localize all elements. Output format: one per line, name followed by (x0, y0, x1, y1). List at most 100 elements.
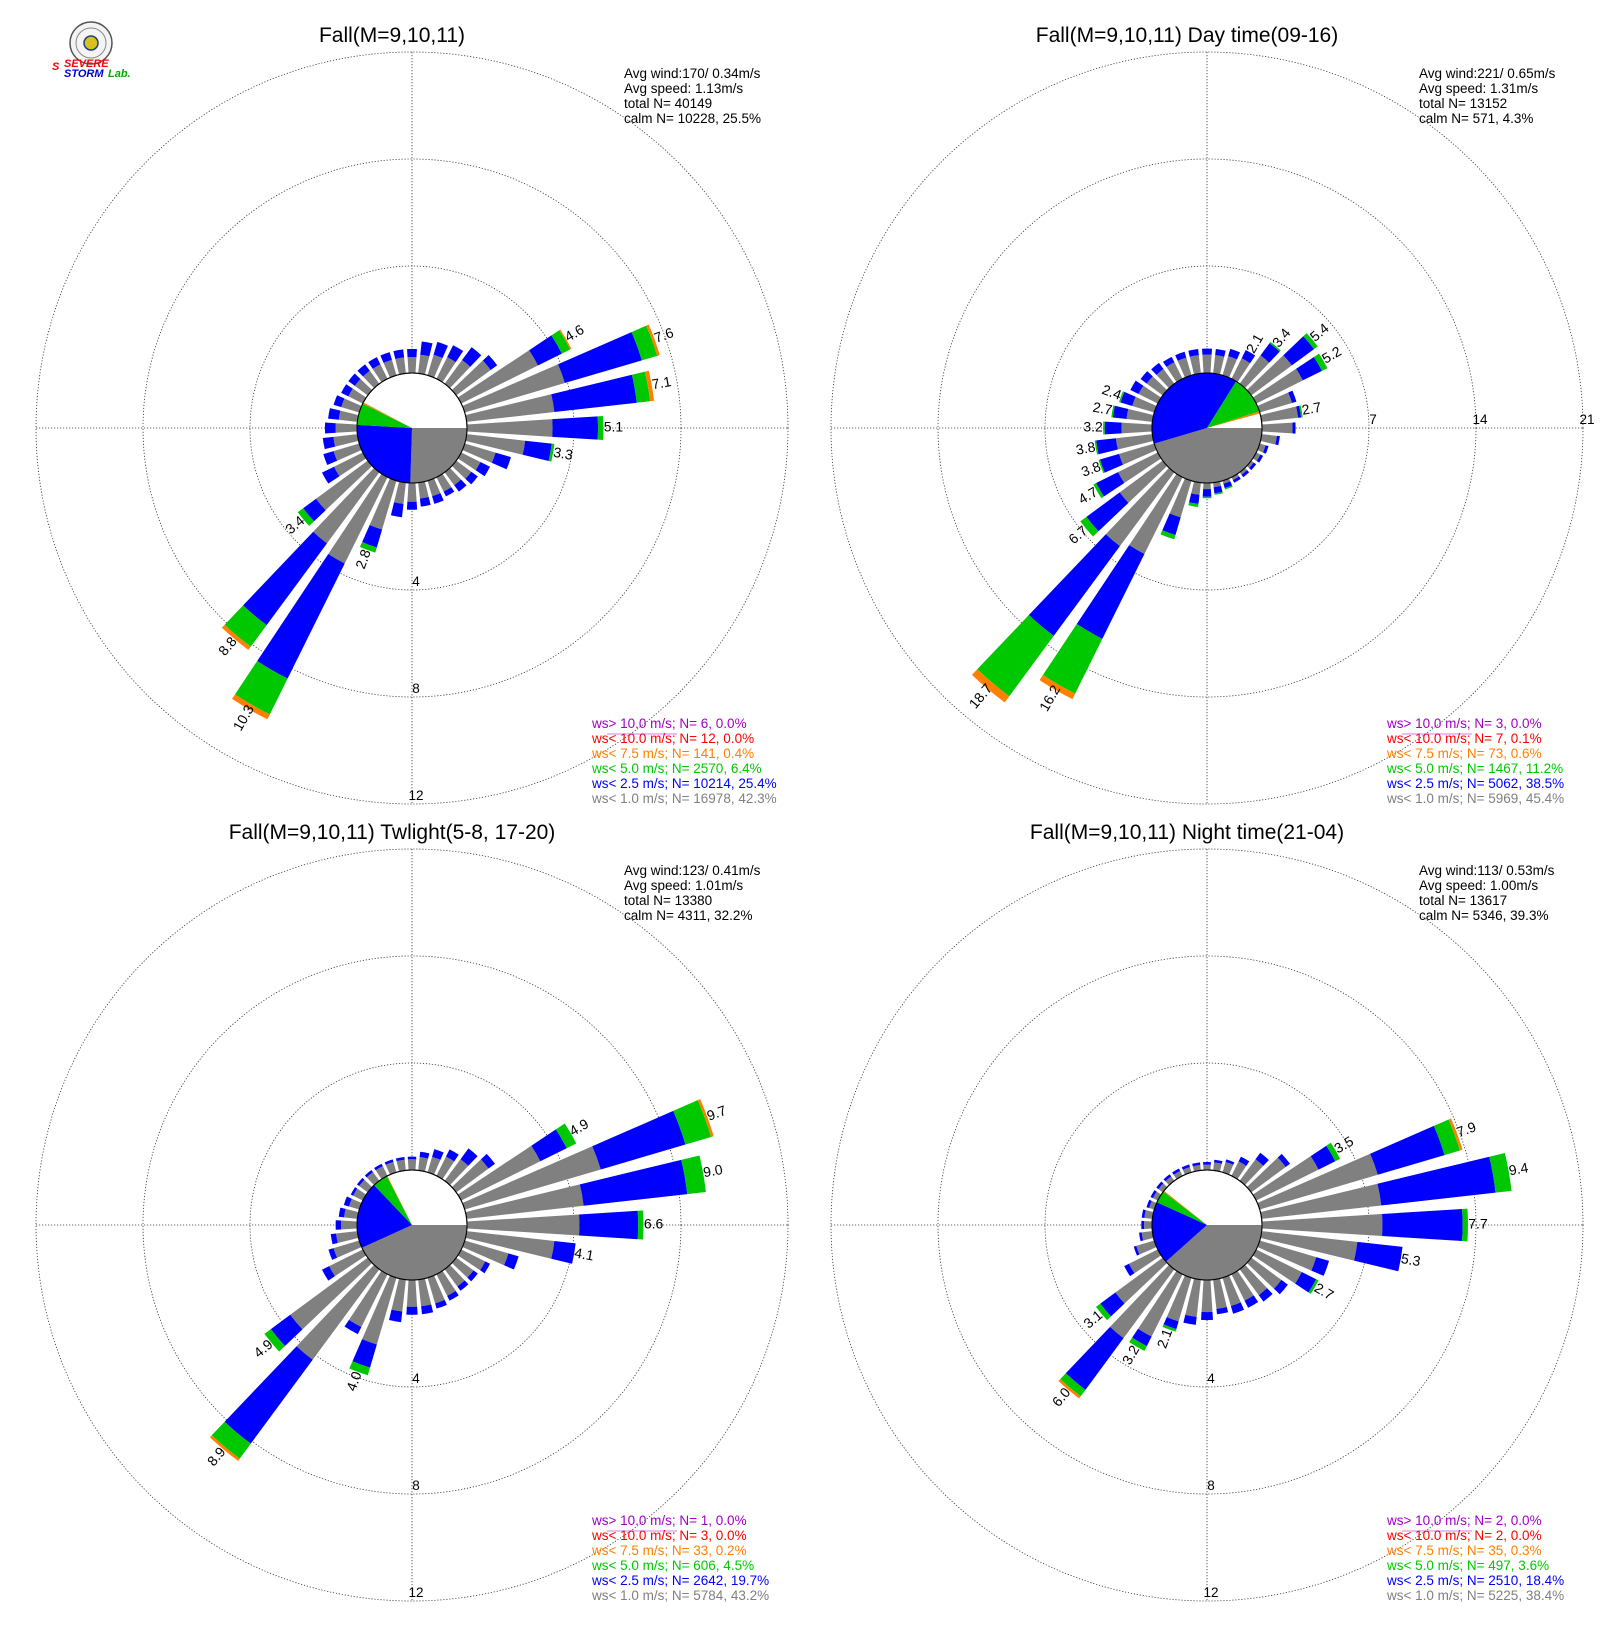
petal-segment (1166, 1275, 1192, 1322)
petal-segment (322, 466, 340, 484)
petal-segment (1246, 1157, 1286, 1193)
petal-segment (1222, 1275, 1241, 1306)
petal-segment (211, 1421, 251, 1459)
petal-segment (1080, 516, 1099, 537)
grid-ring (35, 51, 789, 805)
petal-segment (357, 364, 370, 377)
petal-segment (1231, 358, 1251, 383)
legend-entry: ws< 5.0 m/s; N= 1467, 11.2% (1386, 761, 1563, 776)
petal-segment (243, 531, 327, 626)
legend-entry: ws< 2.5 m/s; N= 10214, 25.4% (591, 776, 777, 791)
petal-segment (436, 357, 456, 383)
petal-segment (1192, 1165, 1201, 1172)
petal-segment (447, 345, 464, 363)
petal-segment (1241, 349, 1256, 364)
petal-segment (427, 1156, 441, 1175)
legend-entry: ws> 10.0 m/s; N= 3, 0.0% (1386, 716, 1542, 731)
calm-pie-slice (386, 1175, 412, 1225)
petal-segment (1292, 422, 1296, 434)
petal-label: 2.4 (1100, 381, 1124, 403)
petal-segment (407, 482, 417, 502)
legend-entry: ws< 1.0 m/s; N= 5969, 45.4% (1386, 791, 1564, 806)
petal-segment (1222, 356, 1237, 378)
grid-ring (937, 955, 1477, 1495)
petal-segment (407, 1156, 417, 1160)
petal-segment (637, 1210, 644, 1240)
petal-segment (348, 373, 361, 386)
petal-segment (451, 460, 472, 479)
petal-segment (385, 1161, 397, 1175)
petal-segment (333, 1240, 362, 1258)
petal-segment (1244, 1295, 1259, 1308)
petal-segment (1118, 452, 1162, 483)
petal-segment (335, 423, 358, 433)
petal-segment (467, 1270, 478, 1282)
petal-segment (1111, 405, 1115, 418)
petal-segment (1273, 1279, 1288, 1295)
petal-segment (1203, 1161, 1211, 1165)
petal-segment (369, 478, 397, 530)
petal-segment (224, 1346, 313, 1444)
petal-segment (1202, 348, 1212, 355)
petal-segment (1213, 1162, 1222, 1172)
petal-segment (1098, 459, 1105, 474)
petal-segment (1183, 1314, 1197, 1325)
legend-entry: ws< 2.5 m/s; N= 2642, 19.7% (591, 1573, 769, 1588)
petal-segment (296, 1264, 380, 1360)
legend-entry: ws< 5.0 m/s; N= 606, 4.5% (591, 1558, 754, 1573)
petal-segment (395, 357, 406, 375)
petal-segment (444, 1264, 465, 1287)
grid-ring (1044, 265, 1370, 591)
petal-segment (1258, 1288, 1273, 1302)
petal-segment (1103, 421, 1105, 435)
petal-segment (451, 360, 491, 396)
petal-segment (333, 434, 359, 447)
petal-label: 3.3 (552, 444, 574, 463)
petal-segment (1028, 534, 1120, 636)
logo-line3: Lab. (108, 68, 131, 80)
calm-pie-slice (361, 1225, 467, 1280)
legend-entry: ws< 10.0 m/s; N= 12, 0.0% (591, 731, 754, 746)
petal-segment (1162, 1324, 1177, 1332)
petal-segment (465, 471, 478, 485)
petal-segment (1151, 362, 1164, 375)
petal-segment (1152, 1191, 1162, 1201)
legend-entry: ws< 2.5 m/s; N= 5062, 38.5% (1386, 776, 1564, 791)
petal-segment (336, 1231, 359, 1243)
petal-segment (529, 335, 562, 366)
petal-segment (389, 1309, 403, 1323)
petal-segment (1239, 467, 1248, 475)
petal-segment (1146, 376, 1168, 396)
petal-segment (482, 355, 498, 370)
stat-line: total N= 40149 (624, 96, 712, 111)
petal-segment (1213, 485, 1223, 494)
petal-segment (1231, 1270, 1254, 1301)
grid-ring (142, 955, 682, 1495)
petal-segment (1146, 1199, 1152, 1208)
petal-segment (297, 508, 315, 526)
petal-segment (1202, 488, 1212, 497)
petal-segment (1462, 1208, 1468, 1242)
petal-segment (390, 502, 404, 518)
petal-segment (1158, 1183, 1168, 1193)
petal-segment (457, 1145, 541, 1201)
petal-segment (396, 1159, 406, 1172)
legend-entry: ws< 1.0 m/s; N= 5225, 38.4% (1386, 1588, 1564, 1603)
petal-segment (372, 364, 388, 383)
legend-entry: ws< 1.0 m/s; N= 16978, 42.3% (591, 791, 777, 806)
petal-segment (406, 1306, 418, 1315)
petal-label: 7.1 (651, 373, 673, 392)
petal-segment (1039, 674, 1076, 700)
calm-circle-outline (356, 1169, 468, 1281)
legend-entry: ws< 7.5 m/s; N= 33, 0.2% (591, 1543, 747, 1558)
petal-segment (1136, 1240, 1157, 1255)
petal-label: 2.7 (1300, 399, 1322, 418)
petal-segment (462, 1146, 601, 1210)
petal-segment (480, 1153, 496, 1169)
petal-segment (427, 478, 441, 497)
petal-segment (322, 436, 336, 450)
calm-pie-slice (1163, 1190, 1207, 1225)
petal-segment (1214, 491, 1223, 495)
petal-segment (1257, 1153, 1378, 1210)
petal-segment (224, 605, 267, 647)
